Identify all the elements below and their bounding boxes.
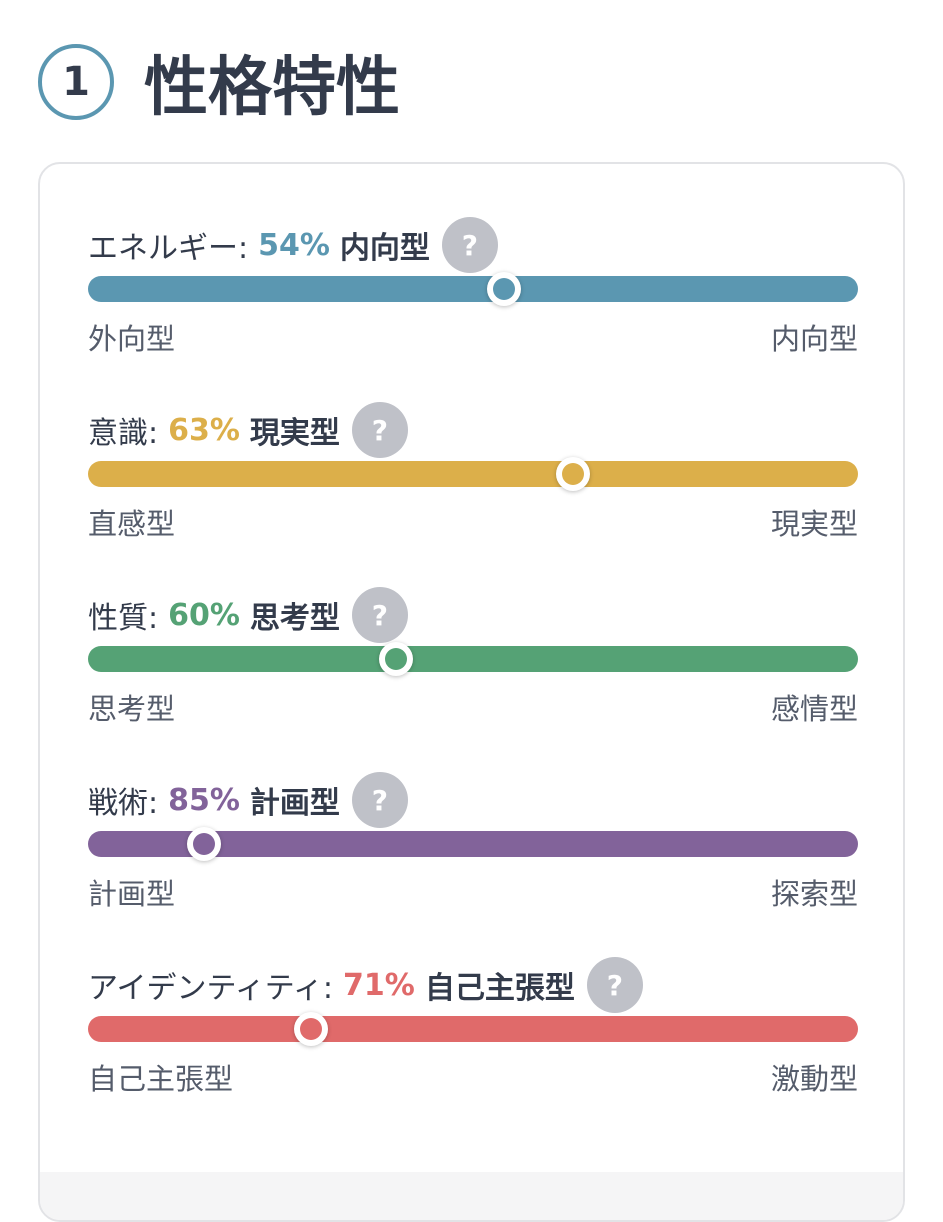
trait-heading: アイデンティティ: 71% 自己主張型? xyxy=(88,956,858,1014)
right-label: 探索型 xyxy=(770,877,858,911)
trait-heading: 意識: 63% 現実型? xyxy=(88,401,858,459)
trait-heading: エネルギー: 54% 内向型? xyxy=(88,216,858,274)
trait-label: 戦術: xyxy=(88,786,159,821)
right-label: 激動型 xyxy=(770,1062,858,1096)
knob-dot xyxy=(192,833,215,855)
trait-percent: 63% xyxy=(168,412,240,448)
right-label: 現実型 xyxy=(770,507,858,541)
trait-label: 意識: xyxy=(88,416,159,451)
trait-type: 思考型 xyxy=(249,601,340,636)
trait-ends: 自己主張型 激動型 xyxy=(88,1056,858,1098)
trait-ends: 外向型 内向型 xyxy=(88,316,858,358)
right-label: 感情型 xyxy=(770,692,858,726)
trait-percent: 85% xyxy=(168,782,240,818)
trait-percent: 60% xyxy=(168,597,240,633)
trait-knob xyxy=(556,457,591,491)
help-button[interactable]: ? xyxy=(351,772,408,828)
trait: 戦術: 85% 計画型? 計画型 探索型 xyxy=(88,771,858,941)
help-button[interactable]: ? xyxy=(441,217,498,273)
trait: エネルギー: 54% 内向型? 外向型 内向型 xyxy=(88,216,858,386)
section-title: 性格特性 xyxy=(144,51,400,125)
right-label: 内向型 xyxy=(770,322,858,356)
left-label: 思考型 xyxy=(88,692,176,726)
card-footer xyxy=(40,1172,903,1220)
trait-ends: 直感型 現実型 xyxy=(88,501,858,543)
trait-percent: 71% xyxy=(343,967,415,1003)
trait-label: エネルギー: xyxy=(88,231,249,266)
left-label: 外向型 xyxy=(88,322,176,356)
trait-knob xyxy=(486,272,521,306)
trait-bar xyxy=(88,646,858,672)
left-label: 直感型 xyxy=(88,507,176,541)
trait-bar xyxy=(88,1016,858,1042)
trait-bar xyxy=(88,276,858,302)
trait-type: 内向型 xyxy=(339,231,430,266)
knob-dot xyxy=(300,1018,323,1040)
traits-card: エネルギー: 54% 内向型? 外向型 内向型意識: 63% 現実型? 直感型 現実型性質: 60… xyxy=(38,162,905,1222)
trait-ends: 計画型 探索型 xyxy=(88,871,858,913)
trait-knob xyxy=(186,827,221,861)
help-button[interactable]: ? xyxy=(586,957,643,1013)
trait-ends: 思考型 感情型 xyxy=(88,686,858,728)
knob-dot xyxy=(385,648,407,670)
left-label: 自己主張型 xyxy=(88,1062,234,1096)
trait: アイデンティティ: 71% 自己主張型? 自己主張型 激動型 xyxy=(88,956,858,1126)
trait-label: アイデンティティ: xyxy=(88,971,334,1006)
knob-dot xyxy=(562,463,585,485)
trait: 性質: 60% 思考型? 思考型 感情型 xyxy=(88,586,858,756)
trait-bar xyxy=(88,461,858,487)
help-button[interactable]: ? xyxy=(351,402,408,458)
knob-dot xyxy=(492,278,515,300)
left-label: 計画型 xyxy=(88,877,176,911)
trait-knob xyxy=(379,642,413,676)
trait-type: 現実型 xyxy=(249,416,340,451)
help-button[interactable]: ? xyxy=(351,587,408,643)
trait-label: 性質: xyxy=(88,601,159,636)
trait-heading: 戦術: 85% 計画型? xyxy=(88,771,858,829)
trait-knob xyxy=(294,1012,329,1046)
trait-type: 計画型 xyxy=(249,786,340,821)
trait-heading: 性質: 60% 思考型? xyxy=(88,586,858,644)
trait-type: 自己主張型 xyxy=(424,971,575,1006)
trait-percent: 54% xyxy=(258,227,330,263)
trait: 意識: 63% 現実型? 直感型 現実型 xyxy=(88,401,858,571)
section-header: 1 性格特性 xyxy=(38,36,400,128)
section-number: 1 xyxy=(38,44,114,120)
